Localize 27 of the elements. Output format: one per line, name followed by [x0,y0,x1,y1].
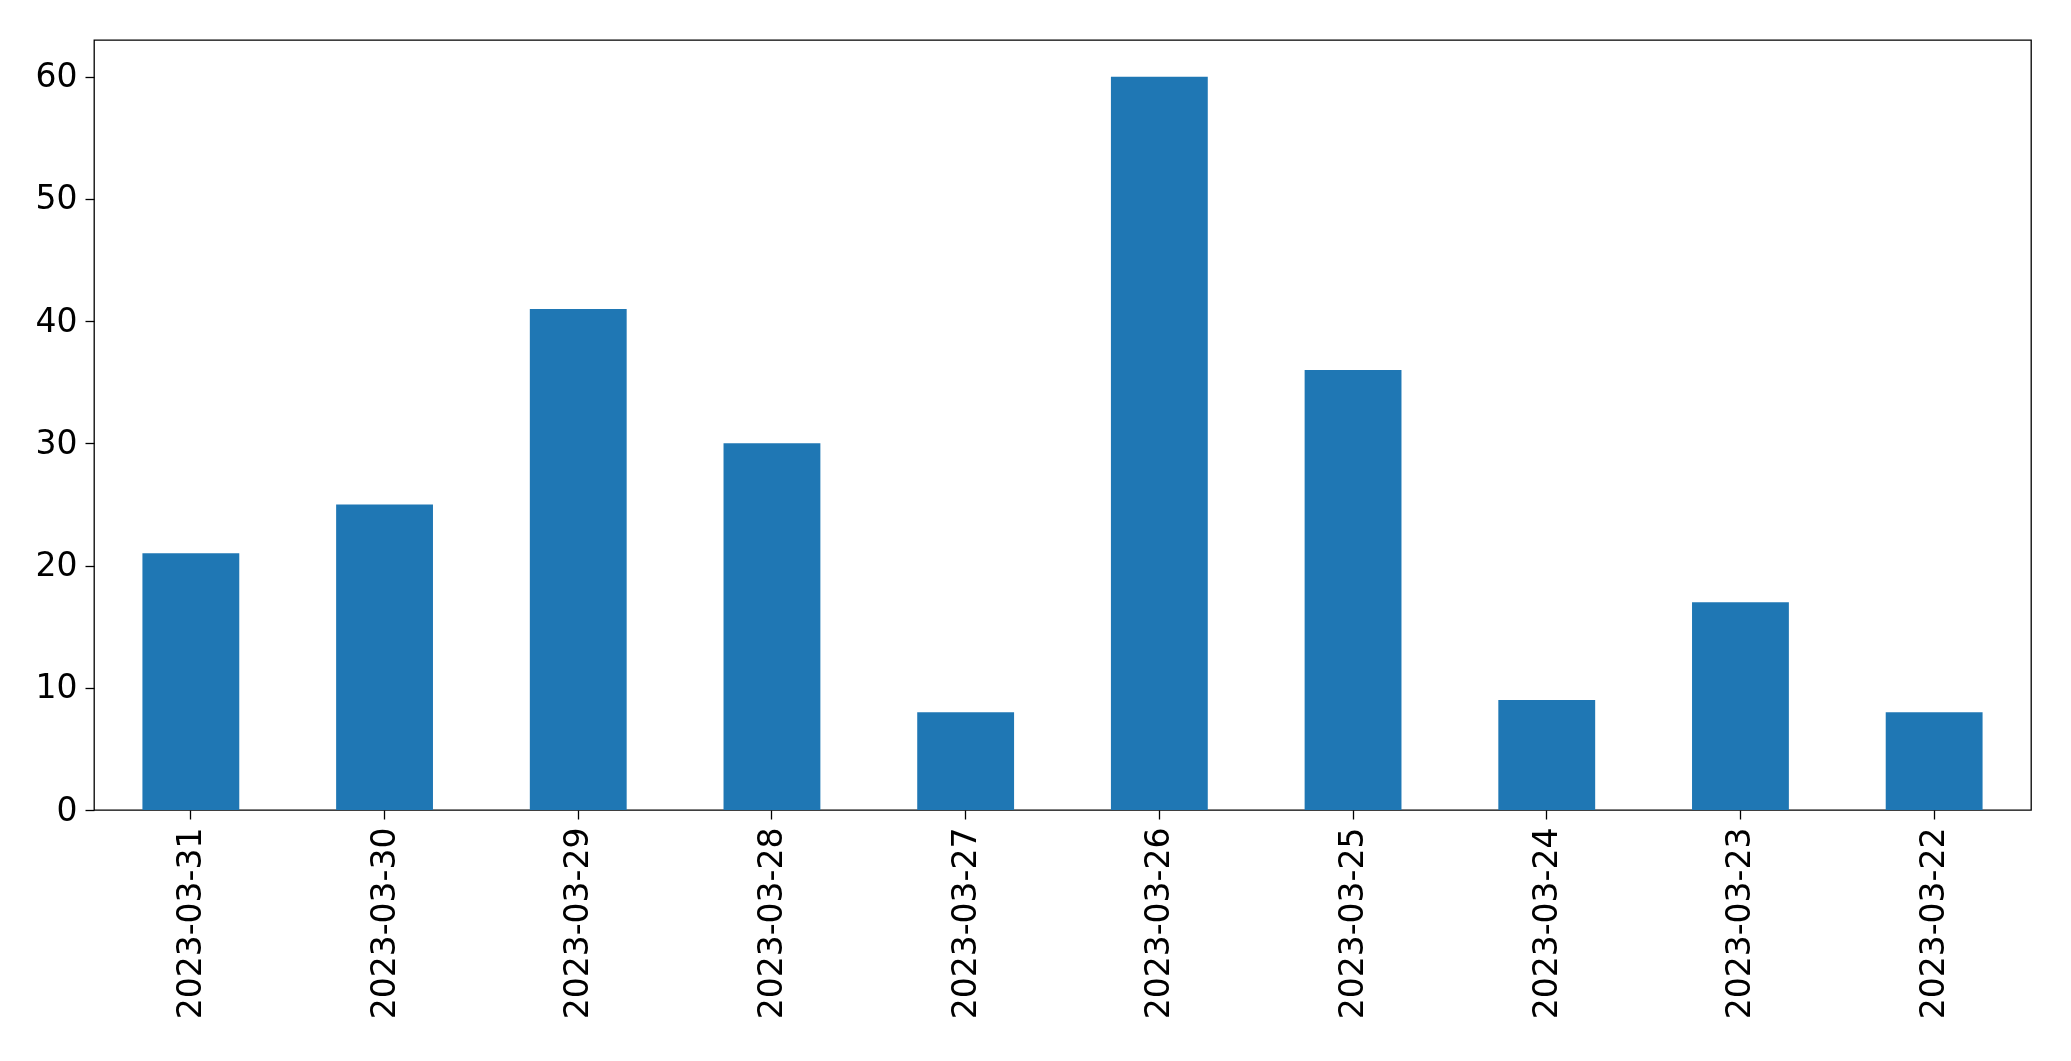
y-tick-label: 0 [56,789,78,829]
y-tick-label: 50 [35,178,78,218]
bar [142,553,240,810]
bar [529,308,627,810]
x-tick-label: 2023-03-22 [1913,827,1953,1020]
x-tick-label: 2023-03-27 [944,827,984,1020]
bar [1885,712,1983,810]
bar [723,443,821,810]
bar [1110,76,1208,810]
x-tick-label: 2023-03-26 [1138,827,1178,1020]
y-tick-label: 40 [35,300,78,340]
bar [1692,602,1789,810]
bar [1304,370,1402,810]
y-tick-label: 30 [35,422,78,462]
x-tick-label: 2023-03-23 [1719,827,1759,1020]
x-tick-label: 2023-03-24 [1525,827,1565,1020]
bar [336,504,433,810]
x-tick-label: 2023-03-30 [363,827,403,1020]
x-tick-label: 2023-03-28 [750,827,790,1020]
bar [917,712,1015,810]
y-tick-label: 10 [35,667,78,707]
y-tick-label: 60 [35,56,78,96]
bar [1498,700,1596,810]
y-tick-label: 20 [35,545,78,585]
x-tick-label: 2023-03-29 [557,827,597,1020]
x-tick-label: 2023-03-25 [1332,827,1372,1020]
x-tick-label: 2023-03-31 [169,827,209,1020]
